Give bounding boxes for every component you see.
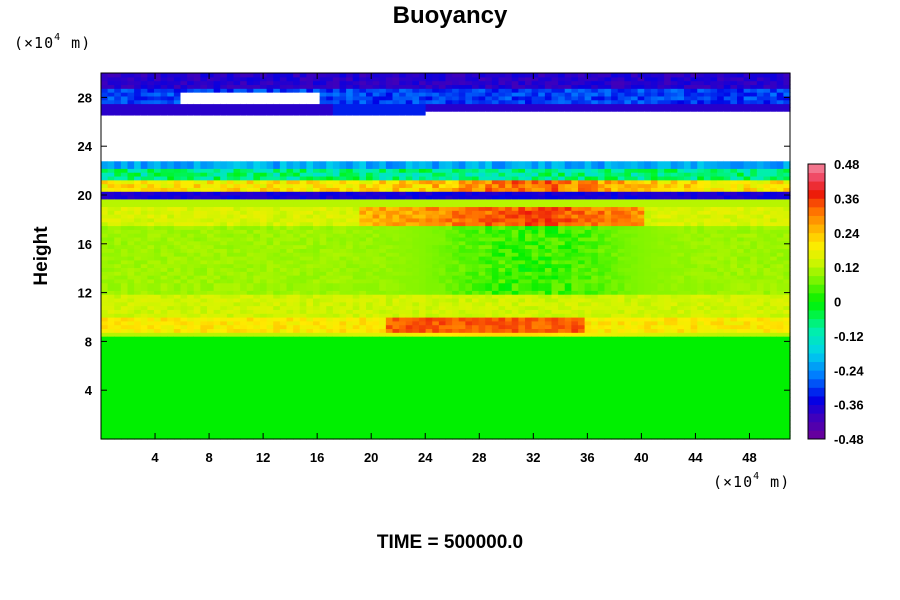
x-tick-label: 20 xyxy=(364,450,378,465)
x-tick-label: 12 xyxy=(256,450,270,465)
y-axis-unit: (×104 m) xyxy=(14,32,92,52)
colorbar-swatch xyxy=(808,172,825,182)
colorbar-swatch xyxy=(808,198,825,208)
colorbar-tick-label: -0.24 xyxy=(834,363,864,378)
plot-frame xyxy=(100,72,791,440)
colorbar-swatch xyxy=(808,275,825,285)
colorbar-swatch xyxy=(808,310,825,320)
colorbar-swatch xyxy=(808,335,825,345)
colorbar-swatch xyxy=(808,181,825,191)
colorbar-swatch xyxy=(808,267,825,277)
x-tick-label: 24 xyxy=(418,450,433,465)
colorbar-swatch xyxy=(808,430,825,440)
colorbar-swatch xyxy=(808,378,825,388)
chart-title: Buoyancy xyxy=(392,2,508,29)
colorbar-swatch xyxy=(808,224,825,234)
y-tick-label: 28 xyxy=(78,90,92,105)
colorbar-tick-label: 0.24 xyxy=(834,226,860,241)
colorbar-swatch xyxy=(808,215,825,225)
colorbar-swatch xyxy=(808,404,825,414)
colorbar-swatch xyxy=(808,361,825,371)
y-tick-label: 12 xyxy=(78,286,92,301)
colorbar-tick-label: -0.48 xyxy=(834,432,864,447)
colorbar-swatch xyxy=(808,284,825,294)
colorbar-tick-label: -0.12 xyxy=(834,329,864,344)
colorbar xyxy=(807,163,826,440)
y-tick-label: 8 xyxy=(85,334,92,349)
x-axis-unit: (×104 m) xyxy=(713,471,791,491)
x-tick-label: 40 xyxy=(634,450,648,465)
colorbar-tick-label: 0 xyxy=(834,295,841,310)
x-tick-label: 4 xyxy=(151,450,159,465)
colorbar-tick-label: 0.12 xyxy=(834,260,859,275)
y-tick-label: 4 xyxy=(85,383,93,398)
colorbar-swatch xyxy=(808,327,825,337)
colorbar-tick-label: 0.36 xyxy=(834,191,859,206)
x-tick-label: 36 xyxy=(580,450,594,465)
colorbar-swatch xyxy=(808,249,825,259)
colorbar-swatch xyxy=(808,413,825,423)
colorbar-swatch xyxy=(808,292,825,302)
colorbar-swatch xyxy=(808,318,825,328)
colorbar-frame xyxy=(807,163,826,440)
y-tick-label: 24 xyxy=(78,139,93,154)
x-tick-label: 8 xyxy=(205,450,212,465)
colorbar-swatch xyxy=(808,396,825,406)
x-tick-label: 28 xyxy=(472,450,486,465)
colorbar-swatch xyxy=(808,206,825,216)
x-tick-label: 44 xyxy=(688,450,703,465)
x-tick-label: 16 xyxy=(310,450,324,465)
y-tick-label: 20 xyxy=(78,188,92,203)
heatmap-cells xyxy=(101,73,791,440)
y-tick-label: 16 xyxy=(78,237,92,252)
colorbar-swatch xyxy=(808,344,825,354)
x-tick-label: 32 xyxy=(526,450,540,465)
colorbar-swatch xyxy=(808,387,825,397)
colorbar-tick-label: -0.36 xyxy=(834,398,864,413)
colorbar-swatch xyxy=(808,241,825,251)
colorbar-swatch xyxy=(808,258,825,268)
time-label: TIME = 500000.0 xyxy=(376,532,524,553)
colorbar-swatch xyxy=(808,164,825,173)
colorbar-tick-label: 0.48 xyxy=(834,157,859,172)
colorbar-swatch xyxy=(808,189,825,199)
colorbar-swatch xyxy=(808,232,825,242)
colorbar-swatch xyxy=(808,353,825,363)
colorbar-swatch xyxy=(808,301,825,311)
colorbar-swatch xyxy=(808,421,825,431)
x-tick-label: 48 xyxy=(742,450,756,465)
colorbar-swatch xyxy=(808,370,825,380)
